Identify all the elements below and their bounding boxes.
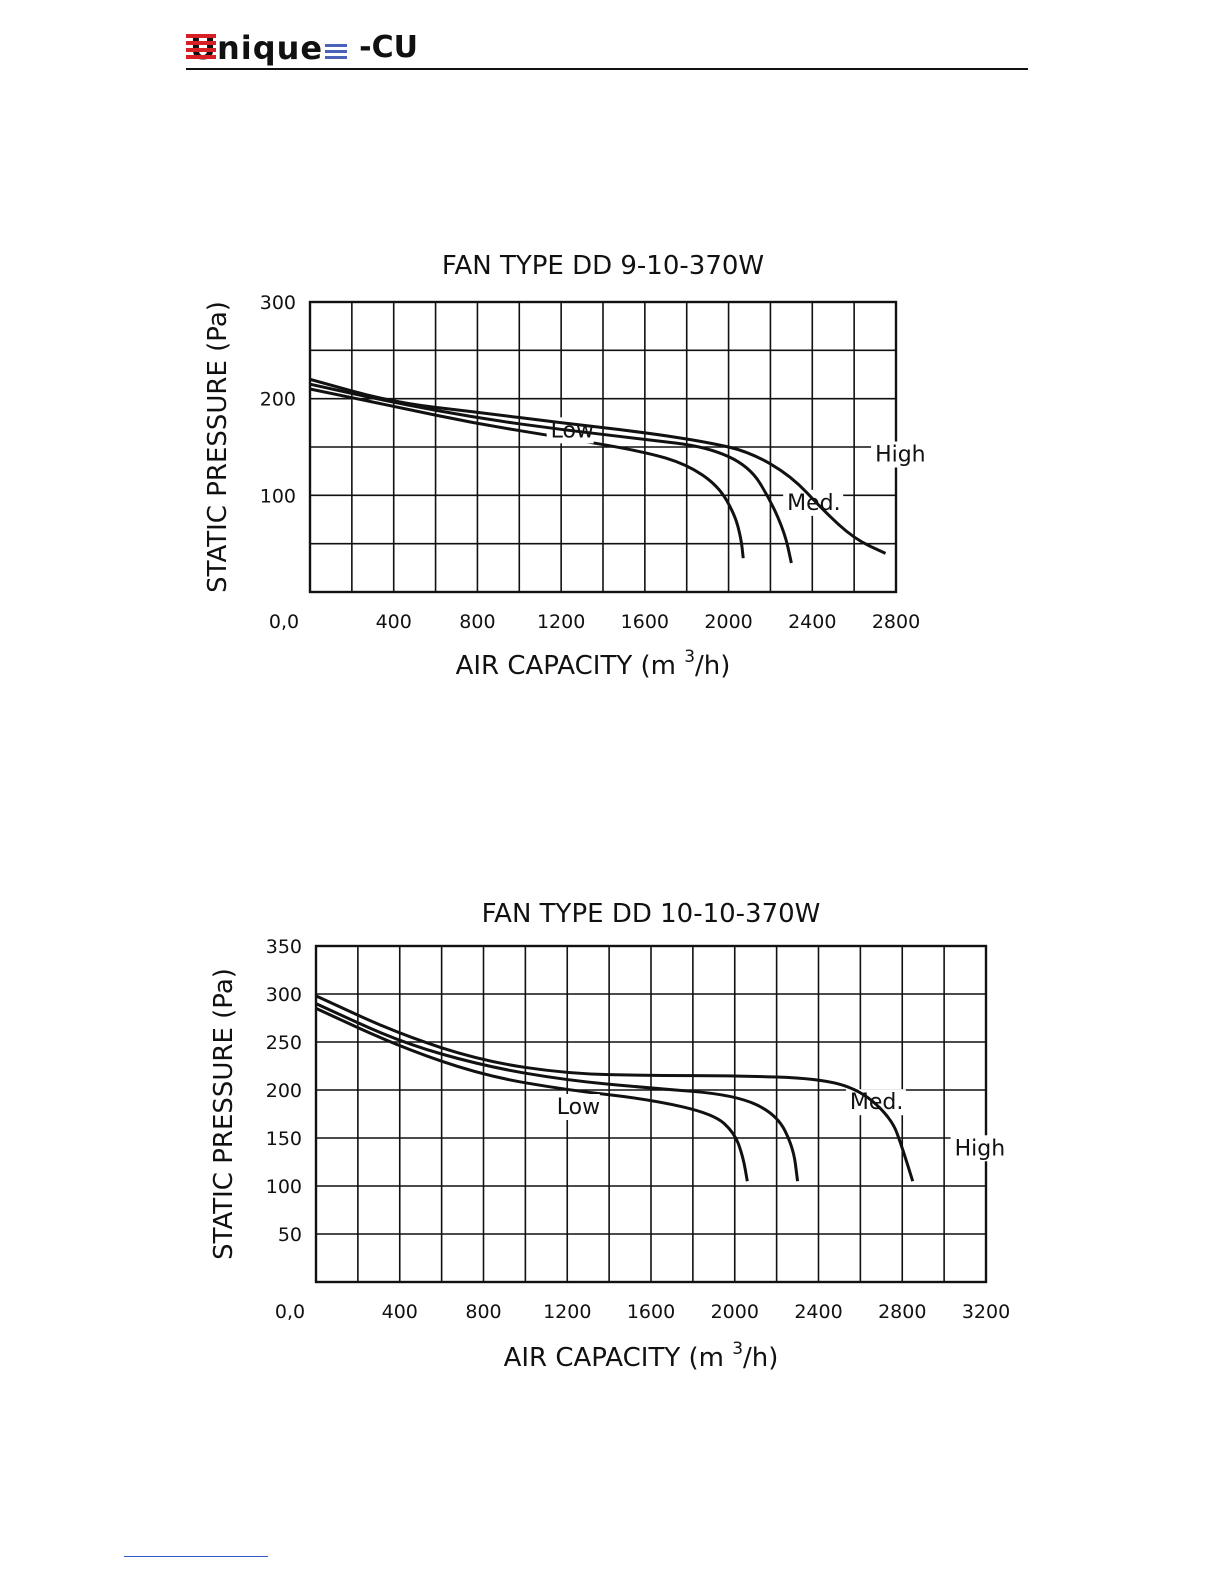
footer-divider — [124, 1556, 268, 1557]
y-tick-label: 350 — [266, 936, 302, 958]
series-label-bg — [845, 1089, 906, 1116]
series-line-low — [315, 1007, 749, 1182]
x-tick-label: 2800 — [878, 1301, 926, 1323]
x-tick-label: 2000 — [711, 1301, 759, 1323]
series-label-low: Low — [557, 1095, 600, 1120]
x-tick-label: 1200 — [537, 611, 585, 633]
y-axis-label: STATIC PRESSURE (Pa) — [209, 968, 239, 1260]
y-tick-label: 200 — [266, 1080, 302, 1102]
series-line-med — [315, 1002, 800, 1182]
x-tick-label: 400 — [376, 611, 412, 633]
logo-stripes-icon — [186, 32, 216, 64]
x-tick-label: 3200 — [962, 1301, 1010, 1323]
y-tick-label: 300 — [260, 292, 296, 314]
y-tick-label: 300 — [266, 984, 302, 1006]
x-tick-label: 800 — [465, 1301, 501, 1323]
x-axis-label: AIR CAPACITY (m 3/h) — [456, 647, 731, 681]
chart-svg: FAN TYPE DD 9-10-370W 0,0 400 800 1200 1600 20… — [203, 251, 932, 681]
brand-logo: Unique -CU — [186, 28, 418, 64]
x-axis-label: AIR CAPACITY (m 3/h) — [504, 1339, 779, 1373]
y-tick-label: 100 — [260, 485, 296, 507]
x-tick-label: 1200 — [543, 1301, 591, 1323]
series-label-bg — [783, 489, 844, 516]
y-tick-label: 50 — [278, 1224, 302, 1246]
x-tick-label: 0,0 — [269, 611, 299, 633]
x-tick-label: 0,0 — [275, 1301, 305, 1323]
logo-waves-icon — [325, 42, 348, 60]
series-label-high: High — [875, 443, 926, 468]
x-tick-label: 2400 — [794, 1301, 842, 1323]
series-label-high: High — [955, 1136, 1006, 1161]
y-tick-label: 100 — [266, 1176, 302, 1198]
y-tick-label: 250 — [266, 1032, 302, 1054]
x-tick-label: 2400 — [788, 611, 836, 633]
series-label-bg — [552, 1094, 600, 1120]
plot-frame — [314, 944, 988, 1284]
series-line-high — [309, 377, 887, 555]
x-tick-label: 1600 — [621, 611, 669, 633]
series-line-high — [315, 994, 915, 1182]
series-line-low — [309, 387, 745, 559]
y-axis-label: STATIC PRESSURE (Pa) — [203, 301, 233, 593]
x-tick-label: 400 — [382, 1301, 418, 1323]
chart-svg: FAN TYPE DD 10-10-370W 0,0 400 800 1200 1600 2… — [209, 899, 1011, 1373]
x-tick-label: 1600 — [627, 1301, 675, 1323]
chart-title: FAN TYPE DD 9-10-370W — [442, 251, 764, 281]
logo-suffix: -CU — [359, 30, 418, 65]
x-tick-label: 2000 — [704, 611, 752, 633]
y-tick-label: 150 — [266, 1128, 302, 1150]
x-tick-label: 2800 — [872, 611, 920, 633]
chart-dd-10-10-370w: FAN TYPE DD 10-10-370W 0,0 400 800 1200 1600 2… — [0, 880, 1224, 1400]
series-label-bg — [950, 1135, 1011, 1162]
series-label-med: Med. — [850, 1090, 903, 1115]
series-line-med — [309, 382, 793, 564]
x-tick-label: 800 — [459, 611, 495, 633]
y-tick-label: 200 — [260, 389, 296, 411]
page-header: Unique -CU — [186, 26, 1028, 70]
chart-dd-9-10-370w: FAN TYPE DD 9-10-370W 0,0 400 800 1200 1600 20… — [0, 230, 1224, 710]
series-label-bg — [871, 441, 932, 468]
series-label-med: Med. — [787, 491, 840, 516]
chart-title: FAN TYPE DD 10-10-370W — [482, 899, 821, 929]
